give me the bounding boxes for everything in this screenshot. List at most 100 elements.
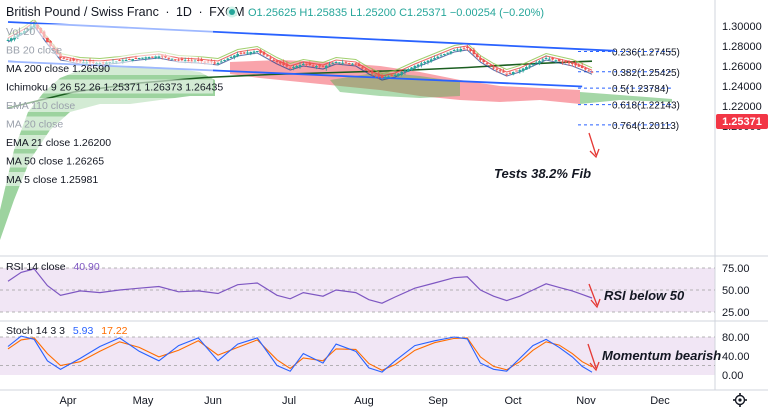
candle-body xyxy=(439,55,443,57)
candle-body xyxy=(488,65,492,67)
candle-body xyxy=(246,52,249,54)
settings-gear-icon[interactable] xyxy=(733,393,747,407)
cloud-green-segment xyxy=(330,72,460,98)
rsi-title[interactable]: RSI 14 close 40.90 xyxy=(6,261,100,273)
legend-item[interactable]: MA 5 close 1.25981 xyxy=(6,174,98,186)
price-tick-label: 1.30000 xyxy=(722,21,762,33)
legend-bg xyxy=(3,153,213,168)
candle-body xyxy=(374,74,377,76)
candle-body xyxy=(452,50,456,51)
rsi-arrow[interactable] xyxy=(588,283,601,309)
legend-item[interactable]: BB 20 close xyxy=(6,45,62,57)
legend-item[interactable]: EMA 21 close 1.26200 xyxy=(6,137,111,149)
current-price-tag[interactable]: 1.25371 xyxy=(716,114,768,129)
candle-body xyxy=(134,58,138,60)
fib-level-label: 0.236(1.27455) xyxy=(612,47,680,58)
candle-body xyxy=(456,49,459,51)
candle-body xyxy=(544,58,548,59)
legend-item[interactable]: MA 20 close xyxy=(6,119,63,131)
candle-body xyxy=(426,60,430,63)
symbol-sep: · xyxy=(198,5,202,19)
candle-body xyxy=(574,63,577,66)
candle-body xyxy=(72,58,75,61)
stoch-title[interactable]: Stoch 14 3 3 5.93 17.22 xyxy=(6,325,128,337)
legend-bg xyxy=(3,42,213,57)
time-tick-label: Nov xyxy=(576,395,596,407)
fib-annotation[interactable]: Tests 38.2% Fib xyxy=(494,166,591,181)
stoch-d-line xyxy=(7,337,593,371)
rsi-value: 40.90 xyxy=(73,261,99,273)
time-tick-label: Apr xyxy=(59,395,76,407)
candle-body xyxy=(462,48,466,50)
candle-body xyxy=(216,63,220,65)
candle-body xyxy=(154,56,157,58)
candle-body xyxy=(144,57,148,59)
candle-body xyxy=(279,62,282,64)
candle-body xyxy=(472,49,476,54)
candle-body xyxy=(370,71,374,74)
candle-body xyxy=(469,48,472,51)
candle-body xyxy=(331,63,335,65)
price-tick-label: 1.22000 xyxy=(722,101,762,113)
legend-item[interactable]: Ichimoku 9 26 52 26 1.25371 1.26373 1.26… xyxy=(6,82,223,94)
candle-body xyxy=(406,69,410,72)
stoch-arrow[interactable] xyxy=(587,343,600,372)
candle-body xyxy=(498,70,502,72)
indicator-legend[interactable]: Vol 20 BB 20 close MA 200 close 1.26590 Ich… xyxy=(3,24,223,186)
candle-body xyxy=(587,70,591,72)
candle-body xyxy=(229,57,233,58)
candle-body xyxy=(259,50,262,53)
stoch-annotation[interactable]: Momentum bearish xyxy=(602,348,721,363)
market-status-icon[interactable] xyxy=(226,6,238,18)
candle-body xyxy=(413,66,417,69)
legend-item[interactable]: EMA 110 close xyxy=(6,100,75,112)
candle-body xyxy=(393,75,397,76)
candle-body xyxy=(167,57,171,59)
candle-body xyxy=(485,63,489,65)
candle-body xyxy=(311,65,315,67)
legend-bg xyxy=(3,98,213,112)
candle-body xyxy=(177,59,180,61)
candle-body xyxy=(521,68,525,72)
price-tick-label: 1.28000 xyxy=(722,41,762,53)
legend-item[interactable]: MA 200 close 1.26590 xyxy=(6,63,110,75)
candle-body xyxy=(137,58,141,59)
legend-item[interactable]: MA 50 close 1.26265 xyxy=(6,156,104,168)
candle-body xyxy=(475,54,479,57)
rsi-line xyxy=(7,268,593,304)
candle-body xyxy=(69,59,72,61)
fib-arrow[interactable] xyxy=(588,132,600,159)
candle-body xyxy=(256,51,259,53)
rsi-annotation[interactable]: RSI below 50 xyxy=(604,288,685,303)
candle-body xyxy=(9,38,13,41)
stoch-tick-label: 0.00 xyxy=(722,370,743,382)
candle-body xyxy=(492,67,495,69)
candle-body xyxy=(548,58,551,60)
candle-body xyxy=(436,56,440,59)
fib-level-label: 0.764(1.20113) xyxy=(612,121,679,132)
axes: 1.300001.280001.260001.240001.220001.200… xyxy=(59,21,761,407)
time-tick-label: Jun xyxy=(204,395,222,407)
candle-body xyxy=(459,49,463,51)
symbol-title[interactable]: British Pound / Swiss Franc · 1D · FXCM xyxy=(6,5,245,19)
legend-bg xyxy=(3,172,213,186)
candle-body xyxy=(295,66,299,68)
candle-body xyxy=(580,65,584,68)
stoch-k-line xyxy=(7,335,593,373)
candle-body xyxy=(538,61,541,64)
candle-body xyxy=(157,56,161,58)
candle-body xyxy=(292,67,295,68)
candle-body xyxy=(433,58,436,60)
time-tick-label: Dec xyxy=(650,395,670,407)
candle-body xyxy=(420,63,423,65)
candle-body xyxy=(262,51,266,55)
candle-body xyxy=(423,62,426,63)
candle-body xyxy=(321,66,325,68)
candle-body xyxy=(334,62,338,63)
fib-level-label: 0.618(1.22143) xyxy=(612,101,680,112)
candle-body xyxy=(403,70,407,72)
candle-body xyxy=(377,73,381,77)
legend-item[interactable]: Vol 20 xyxy=(6,26,35,38)
candle-body xyxy=(479,57,482,60)
